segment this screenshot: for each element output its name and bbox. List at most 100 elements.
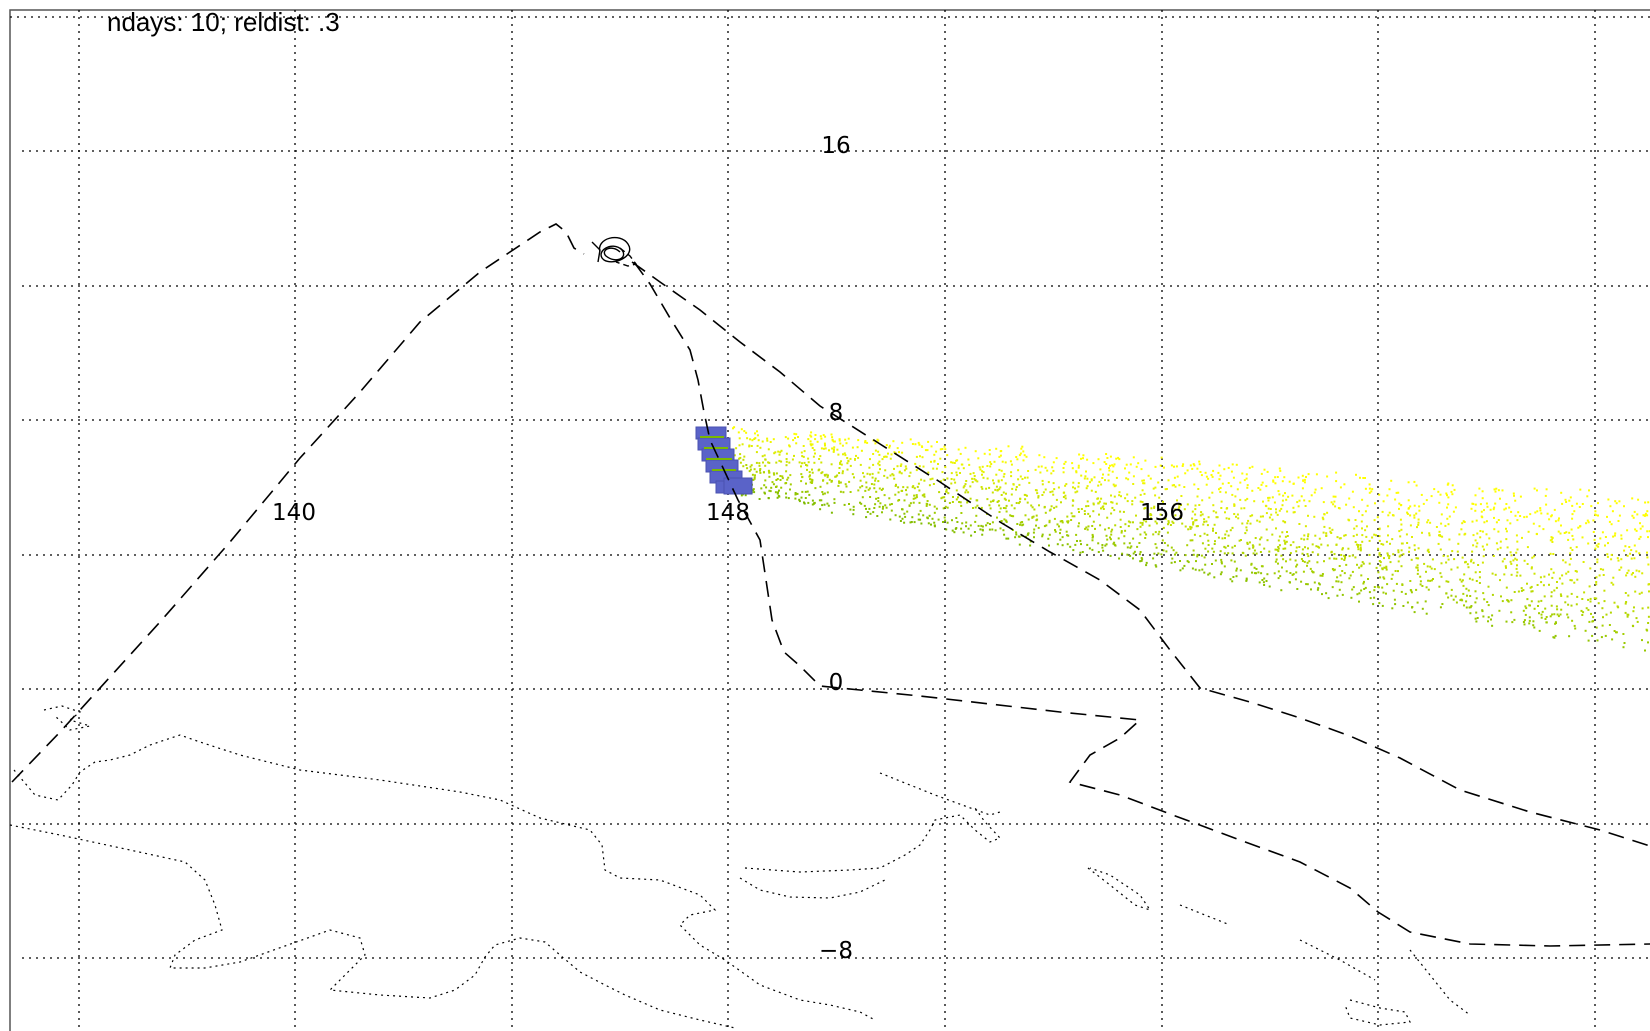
particle-dot — [884, 504, 887, 507]
particle-dot — [1059, 532, 1061, 535]
particle-dot — [1289, 544, 1292, 547]
particle-dot — [1203, 518, 1206, 521]
particle-dot — [1089, 515, 1091, 518]
particle-dot — [1368, 539, 1371, 542]
particle-dot — [1217, 536, 1220, 539]
particle-dot — [1441, 535, 1444, 538]
particle-dot — [1428, 532, 1431, 535]
particle-dot — [1409, 524, 1412, 527]
particle-dot — [1497, 519, 1500, 521]
particle-dot — [1408, 550, 1410, 553]
particle-dot — [923, 495, 926, 498]
particle-dot — [1601, 624, 1604, 627]
particle-dot — [812, 455, 815, 458]
particle-dot — [838, 480, 840, 483]
particle-dot — [942, 521, 944, 523]
particle-dot — [767, 497, 770, 500]
particle-dot — [1079, 539, 1082, 542]
particle-dot — [1580, 609, 1583, 612]
particle-dot — [1480, 510, 1483, 513]
particle-dot — [743, 455, 746, 458]
particle-dot — [1186, 560, 1189, 563]
particle-dot — [1475, 620, 1478, 623]
particle-dot — [1539, 576, 1542, 579]
particle-dot — [1118, 491, 1121, 494]
particle-dot — [759, 468, 762, 470]
particle-dot — [1080, 508, 1083, 510]
particle-dot — [841, 472, 844, 475]
particle-dot — [1041, 494, 1044, 496]
particle-dot — [1455, 601, 1458, 604]
particle-dot — [787, 476, 790, 479]
particle-dot — [1589, 567, 1592, 570]
particle-dot — [1103, 461, 1106, 464]
particle-dot — [983, 452, 986, 455]
particle-dot — [1010, 504, 1013, 507]
particle-dot — [910, 521, 913, 523]
particle-dot — [1267, 499, 1270, 502]
particle-dot — [1604, 634, 1607, 637]
particle-dot — [1379, 576, 1382, 579]
particle-dot — [1272, 479, 1275, 482]
particle-dot — [1483, 548, 1485, 551]
particle-dot — [1300, 495, 1303, 498]
particle-dot — [1183, 564, 1186, 567]
particle-dot — [1113, 509, 1116, 512]
particle-dot — [1453, 488, 1456, 491]
particle-dot — [798, 500, 801, 503]
particle-dot — [1539, 507, 1542, 510]
particle-dot — [959, 501, 962, 504]
particle-dot — [1532, 624, 1535, 627]
particle-dot — [1018, 483, 1021, 486]
particle-dot — [1280, 507, 1283, 510]
particle-dot — [840, 460, 842, 463]
particle-dot — [912, 501, 915, 504]
particle-dot — [1307, 533, 1310, 536]
particle-dot — [1512, 559, 1515, 562]
particle-dot — [912, 497, 915, 500]
particle-dot — [955, 517, 958, 519]
particle-dot — [1632, 610, 1635, 613]
particle-dot — [772, 472, 775, 475]
particle-dot — [1275, 511, 1278, 514]
particle-dot — [775, 486, 777, 488]
particle-dot — [1213, 543, 1216, 545]
particle-dot — [1514, 514, 1517, 517]
particle-dot — [1139, 551, 1142, 553]
particle-dot — [1064, 497, 1067, 500]
particle-dot — [1322, 518, 1325, 521]
particle-dot — [986, 465, 989, 467]
particle-dot — [923, 493, 926, 496]
particle-dot — [866, 441, 869, 444]
particle-dot — [1186, 503, 1189, 506]
particle-dot — [1191, 539, 1194, 542]
particle-dot — [889, 518, 892, 521]
particle-dot — [1415, 557, 1418, 560]
particle-dot — [985, 487, 988, 490]
particle-dot — [1246, 484, 1249, 487]
dispersion-plume — [732, 426, 1650, 652]
particle-dot — [1510, 573, 1513, 576]
particle-dot — [1278, 467, 1281, 470]
particle-dot — [1048, 544, 1050, 547]
particle-dot — [1086, 500, 1089, 503]
particle-dot — [1094, 527, 1096, 530]
particle-dot — [998, 455, 1001, 458]
particle-dot — [1513, 494, 1515, 497]
particle-dot — [1201, 568, 1204, 571]
particle-dot — [1295, 565, 1298, 568]
particle-dot — [1538, 629, 1541, 632]
particle-dot — [1327, 597, 1330, 600]
particle-dot — [1470, 558, 1473, 561]
particle-dot — [1387, 525, 1390, 528]
particle-dot — [1132, 483, 1135, 485]
particle-dot — [1543, 575, 1546, 578]
particle-dot — [946, 506, 949, 509]
particle-dot — [1082, 454, 1085, 457]
particle-dot — [1606, 515, 1608, 518]
particle-dot — [1231, 463, 1234, 466]
particle-dot — [745, 431, 748, 434]
particle-dot — [854, 458, 856, 460]
particle-dot — [856, 446, 859, 449]
particle-dot — [883, 474, 886, 477]
